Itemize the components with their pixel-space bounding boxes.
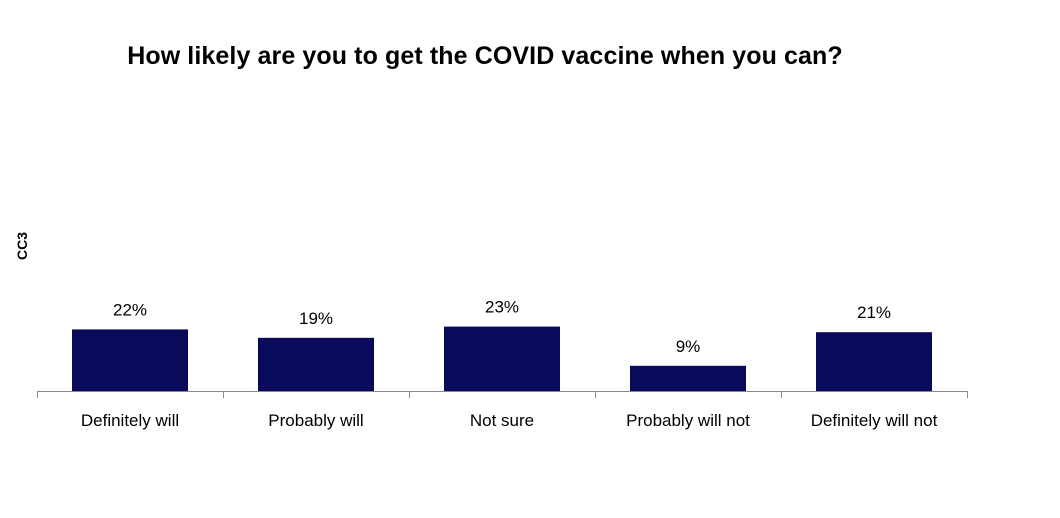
bar-0 <box>72 329 188 391</box>
category-label: Definitely will not <box>811 411 938 430</box>
category-label: Probably will <box>268 411 363 430</box>
category-label: Probably will not <box>626 411 750 430</box>
bar-1 <box>258 337 374 391</box>
labels-layer: 22% Definitely will 19% Probably will 23% Not… <box>81 298 938 430</box>
bar-2 <box>444 326 560 391</box>
bar-value-label: 19% <box>299 309 333 328</box>
category-label: Not sure <box>470 411 534 430</box>
x-axis <box>37 391 968 398</box>
bar-3 <box>630 365 746 391</box>
bar-value-label: 21% <box>857 303 891 322</box>
bar-value-label: 23% <box>485 298 519 317</box>
category-label: Definitely will <box>81 411 179 430</box>
bars-layer <box>72 326 932 391</box>
bar-value-label: 9% <box>676 337 701 356</box>
chart-title: How likely are you to get the COVID vacc… <box>127 42 843 70</box>
bar-4 <box>816 332 932 391</box>
bar-value-label: 22% <box>113 300 147 319</box>
